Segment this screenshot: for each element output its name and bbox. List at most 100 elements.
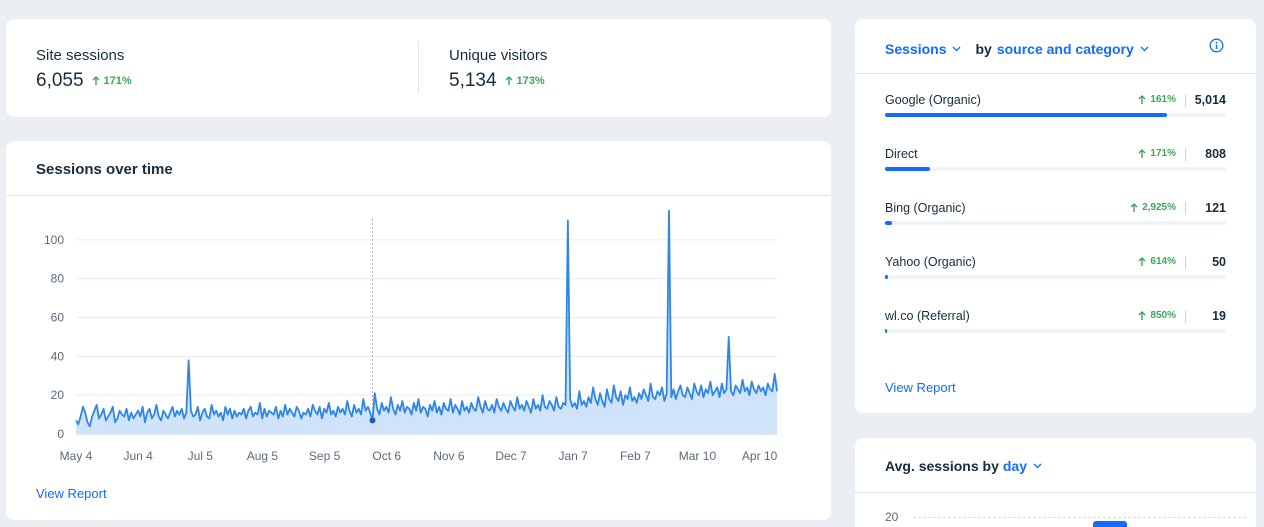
sessions-area xyxy=(76,210,777,434)
header-by-text: by xyxy=(975,41,992,57)
x-tick-label: Sep 5 xyxy=(309,449,341,463)
view-report-link[interactable]: View Report xyxy=(36,486,107,501)
arrow-up-icon xyxy=(1138,94,1146,104)
dimension-dropdown[interactable]: source and category xyxy=(997,41,1149,57)
source-value: 808 xyxy=(1205,147,1226,161)
source-value: 5,014 xyxy=(1194,93,1226,107)
x-tick-label: May 4 xyxy=(60,449,93,463)
arrow-up-icon xyxy=(1138,148,1146,158)
source-change-value: 161% xyxy=(1150,94,1176,105)
y-tick-label: 80 xyxy=(51,272,65,286)
kpi-change-badge: 173% xyxy=(505,75,545,87)
kpi-change-value: 171% xyxy=(103,75,132,87)
x-tick-label: Jun 4 xyxy=(123,449,153,463)
sessions-over-time-card: Sessions over time 0 20 40 60 80 100 May 4 Jun … xyxy=(6,141,831,520)
card-divider xyxy=(6,195,831,196)
source-bar xyxy=(885,167,931,171)
chevron-down-icon xyxy=(953,46,961,52)
arrow-up-icon xyxy=(1138,310,1146,320)
source-change: 614% xyxy=(1138,256,1176,267)
source-bar-track xyxy=(885,221,1226,225)
source-change-value: 171% xyxy=(1150,148,1176,159)
source-value: 121 xyxy=(1205,201,1226,215)
kpi-unique-visitors: Unique visitors 5,134 173% xyxy=(449,47,547,92)
value-separator xyxy=(1185,148,1186,161)
source-bar-track xyxy=(885,113,1226,117)
y-tick-label: 20 xyxy=(51,388,65,402)
view-report-link[interactable]: View Report xyxy=(885,380,956,395)
arrow-up-icon xyxy=(505,76,513,85)
source-change: 2,925% xyxy=(1130,202,1176,213)
y-tick-label: 0 xyxy=(57,427,64,441)
x-tick-label: Mar 10 xyxy=(679,449,717,463)
card-divider xyxy=(855,73,1256,74)
chevron-down-icon xyxy=(1140,46,1149,52)
chart-title: Sessions over time xyxy=(36,161,173,178)
source-card-header: Sessions by source and category xyxy=(885,39,1226,59)
y-tick-label: 40 xyxy=(51,349,65,363)
source-bar xyxy=(885,275,888,279)
chevron-down-icon xyxy=(1033,463,1042,469)
source-name: Google (Organic) xyxy=(885,93,981,107)
kpi-value: 6,055 xyxy=(36,70,84,91)
x-tick-label: Feb 7 xyxy=(620,449,651,463)
kpi-divider xyxy=(418,41,419,93)
source-name: wl.co (Referral) xyxy=(885,309,970,323)
y-tick-label: 100 xyxy=(44,233,64,247)
kpi-value: 5,134 xyxy=(449,70,497,91)
dimension-dropdown-label: source and category xyxy=(996,41,1134,57)
source-bar-track xyxy=(885,167,1226,171)
sessions-by-source-card: Sessions by source and category Google (… xyxy=(855,19,1256,413)
info-icon[interactable] xyxy=(1209,38,1224,53)
x-tick-label: Jul 5 xyxy=(188,449,214,463)
value-separator xyxy=(1185,94,1186,107)
source-value: 19 xyxy=(1212,309,1226,323)
kpi-change-value: 173% xyxy=(516,75,545,87)
x-tick-label: Jan 7 xyxy=(558,449,588,463)
source-bar xyxy=(885,113,1168,117)
source-bar-track xyxy=(885,275,1226,279)
source-name: Direct xyxy=(885,147,918,161)
source-row[interactable]: Google (Organic) 161% 5,014 xyxy=(885,93,1226,133)
x-tick-label: Aug 5 xyxy=(247,449,279,463)
source-value: 50 xyxy=(1212,255,1226,269)
y-tick-label: 60 xyxy=(51,311,65,325)
metric-dropdown-label: Sessions xyxy=(885,41,947,57)
source-bar xyxy=(885,221,892,225)
source-change-value: 850% xyxy=(1150,310,1176,321)
x-tick-label: Dec 7 xyxy=(495,449,527,463)
x-tick-label: Nov 6 xyxy=(433,449,465,463)
avg-dimension-dropdown[interactable]: day xyxy=(1003,458,1042,474)
gridline xyxy=(913,517,1246,518)
avg-bar[interactable] xyxy=(1093,521,1127,527)
kpi-label: Site sessions xyxy=(36,47,125,64)
kpi-change-badge: 171% xyxy=(92,75,132,87)
avg-sessions-card: Avg. sessions by day 20 xyxy=(855,438,1256,527)
source-row[interactable]: Direct 171% 808 xyxy=(885,147,1226,187)
source-row[interactable]: Yahoo (Organic) 614% 50 xyxy=(885,255,1226,295)
sessions-line[interactable] xyxy=(75,209,778,428)
source-change: 171% xyxy=(1138,148,1176,159)
arrow-up-icon xyxy=(1138,256,1146,266)
source-change: 850% xyxy=(1138,310,1176,321)
source-row[interactable]: Bing (Organic) 2,925% 121 xyxy=(885,201,1226,241)
arrow-up-icon xyxy=(92,76,100,85)
avg-card-header: Avg. sessions by day xyxy=(885,458,1042,474)
value-separator xyxy=(1185,202,1186,215)
card-divider xyxy=(855,492,1256,493)
source-name: Bing (Organic) xyxy=(885,201,966,215)
avg-title: Avg. sessions by xyxy=(885,458,999,474)
metric-dropdown[interactable]: Sessions xyxy=(885,41,961,57)
x-tick-label: Apr 10 xyxy=(742,449,778,463)
hover-point xyxy=(369,417,376,424)
source-change: 161% xyxy=(1138,94,1176,105)
y-tick-label: 20 xyxy=(885,510,899,524)
sessions-chart[interactable]: 0 20 40 60 80 100 May 4 Jun 4 Jul 5 Aug 5 Sep 5 Oct… xyxy=(6,201,831,473)
arrow-up-icon xyxy=(1130,202,1138,212)
value-separator xyxy=(1185,310,1186,323)
avg-dimension-label: day xyxy=(1002,458,1027,474)
source-bar xyxy=(885,329,888,333)
value-separator xyxy=(1185,256,1186,269)
source-row[interactable]: wl.co (Referral) 850% 19 xyxy=(885,309,1226,349)
source-change-value: 2,925% xyxy=(1142,202,1176,213)
